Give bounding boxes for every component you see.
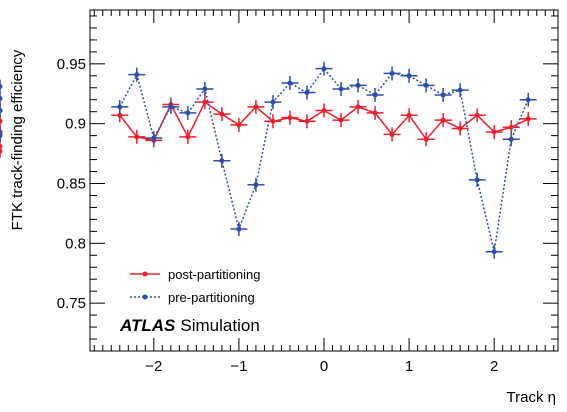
data-point <box>457 87 463 93</box>
data-point <box>134 134 140 140</box>
data-point <box>202 99 208 105</box>
x-tick-label: −1 <box>230 358 247 375</box>
data-point <box>134 72 140 78</box>
data-point <box>355 82 361 88</box>
x-tick-label: 1 <box>405 358 413 375</box>
data-point <box>253 104 259 110</box>
simulation-label: Simulation <box>180 316 259 335</box>
data-point <box>406 73 412 79</box>
data-point <box>202 86 208 92</box>
data-point <box>355 104 361 110</box>
data-point <box>406 112 412 118</box>
data-point <box>270 99 276 105</box>
legend: post-partitioning pre-partitioning <box>130 267 261 305</box>
data-point <box>440 92 446 98</box>
legend-marker-pre <box>142 294 148 300</box>
data-point <box>0 84 3 90</box>
data-point <box>253 182 259 188</box>
data-point <box>304 118 310 124</box>
series-post-partitioning <box>0 95 537 159</box>
data-point <box>304 90 310 96</box>
data-point <box>389 70 395 76</box>
data-point <box>508 136 514 142</box>
series-group <box>0 61 537 259</box>
data-point <box>0 96 3 102</box>
x-tick-label: 2 <box>490 358 498 375</box>
data-point <box>287 80 293 86</box>
legend-marker-post <box>142 271 148 277</box>
data-point <box>185 134 191 140</box>
data-point <box>423 136 429 142</box>
data-point <box>219 158 225 164</box>
data-point <box>117 104 123 110</box>
legend-label-pre: pre-partitioning <box>168 290 255 305</box>
atlas-label: ATLAS Simulation <box>119 316 260 335</box>
plot-frame <box>89 9 559 352</box>
data-point <box>236 122 242 128</box>
x-axis-title: Track η <box>507 389 556 406</box>
series-line <box>119 67 529 252</box>
legend-label-post: post-partitioning <box>168 267 261 282</box>
data-point <box>185 110 191 116</box>
data-point <box>338 86 344 92</box>
data-point <box>0 108 3 114</box>
data-point <box>0 118 3 124</box>
data-point <box>117 112 123 118</box>
data-point <box>236 226 242 232</box>
data-point <box>321 108 327 114</box>
data-point <box>287 115 293 121</box>
data-point <box>440 117 446 123</box>
series-pre-partitioning <box>0 61 537 259</box>
data-point <box>491 129 497 135</box>
data-point <box>474 177 480 183</box>
data-point <box>168 104 174 110</box>
ticks: −2 −1 0 1 2 0.75 0.8 0.85 0.9 0.95 <box>57 10 558 375</box>
data-point <box>372 110 378 116</box>
y-axis-title: FTK track-finding efficiency <box>9 49 26 230</box>
data-point <box>423 82 429 88</box>
y-tick-label: 0.95 <box>57 56 86 73</box>
data-point <box>389 131 395 137</box>
data-point <box>491 249 497 255</box>
data-point <box>372 92 378 98</box>
data-point <box>338 117 344 123</box>
y-tick-label: 0.75 <box>57 295 86 312</box>
data-point <box>474 112 480 118</box>
data-point <box>508 124 514 130</box>
data-point <box>0 143 3 149</box>
x-tick-label: −2 <box>145 358 162 375</box>
data-point <box>525 97 531 103</box>
data-point <box>457 125 463 131</box>
data-point <box>0 133 3 139</box>
data-point <box>151 135 157 141</box>
data-point <box>219 111 225 117</box>
y-tick-label: 0.9 <box>65 116 86 133</box>
atlas-brand: ATLAS <box>119 316 176 335</box>
data-point <box>321 66 327 72</box>
data-point <box>270 118 276 124</box>
data-point <box>525 116 531 122</box>
y-tick-label: 0.8 <box>65 235 86 252</box>
y-tick-label: 0.85 <box>57 175 86 192</box>
x-tick-label: 0 <box>320 358 328 375</box>
